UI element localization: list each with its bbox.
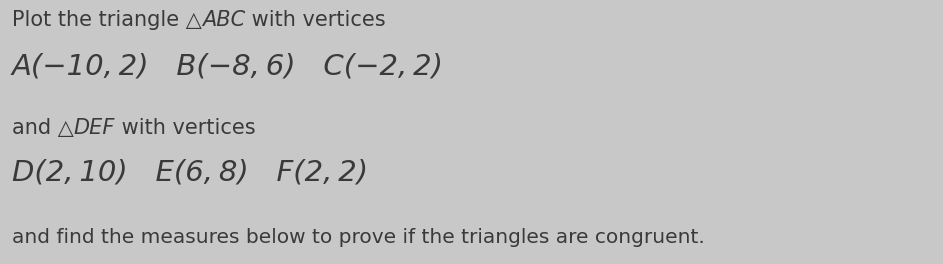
Text: DEF: DEF	[74, 118, 115, 138]
Text: ABC: ABC	[202, 10, 245, 30]
Text: A(−10, 2)   B(−8, 6)   C(−2, 2): A(−10, 2) B(−8, 6) C(−2, 2)	[12, 52, 444, 80]
Text: with vertices: with vertices	[245, 10, 386, 30]
Text: with vertices: with vertices	[115, 118, 256, 138]
Text: and find the measures below to prove if the triangles are congruent.: and find the measures below to prove if …	[12, 228, 704, 247]
Text: D(2, 10)   E(6, 8)   F(2, 2): D(2, 10) E(6, 8) F(2, 2)	[12, 158, 368, 186]
Text: Plot the triangle △: Plot the triangle △	[12, 10, 202, 30]
Text: and △: and △	[12, 118, 74, 138]
